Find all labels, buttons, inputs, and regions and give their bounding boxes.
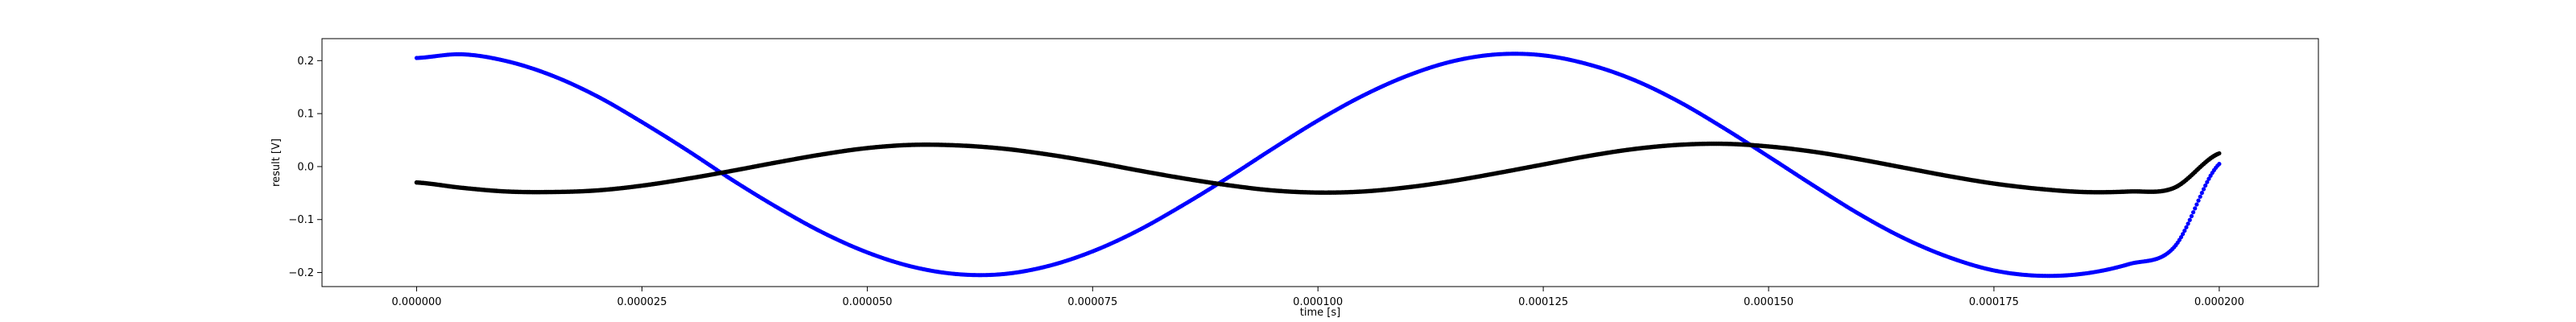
x-tick-label: 0.000125 bbox=[1518, 296, 1568, 308]
data-point bbox=[2203, 183, 2208, 188]
data-point bbox=[2178, 234, 2184, 240]
y-tick-label: −0.1 bbox=[288, 214, 314, 226]
data-point bbox=[2205, 180, 2210, 184]
data-point bbox=[2198, 194, 2202, 199]
y-tick-label: 0.2 bbox=[297, 56, 314, 68]
x-tick-label: 0.000175 bbox=[1969, 296, 2019, 308]
data-point bbox=[2181, 232, 2186, 237]
series-1 bbox=[414, 52, 2222, 279]
x-tick-label: 0.000000 bbox=[392, 296, 442, 308]
data-point bbox=[2201, 187, 2207, 192]
x-tick-label: 0.000100 bbox=[1293, 296, 1343, 308]
x-tick-label: 0.000150 bbox=[1744, 296, 1794, 308]
data-point bbox=[2189, 213, 2194, 219]
data-point bbox=[2193, 206, 2198, 211]
data-point bbox=[2186, 221, 2190, 226]
data-point bbox=[2184, 225, 2189, 229]
data-point bbox=[2187, 217, 2192, 222]
data-point bbox=[2217, 162, 2222, 167]
x-tick-label: 0.000075 bbox=[1067, 296, 1117, 308]
y-axis-label: result [V] bbox=[270, 138, 283, 187]
y-axis: −0.2 −0.1 0.0 0.1 0.2 bbox=[288, 56, 322, 279]
data-point bbox=[2217, 151, 2222, 156]
data-point bbox=[2190, 210, 2196, 215]
series-2 bbox=[414, 141, 2222, 196]
data-point bbox=[2207, 176, 2211, 181]
data-point bbox=[2196, 198, 2201, 203]
y-tick-label: 0.1 bbox=[297, 109, 314, 121]
data-point bbox=[2199, 191, 2204, 196]
y-tick-label: −0.2 bbox=[288, 267, 314, 279]
y-tick-label: 0.0 bbox=[297, 161, 314, 173]
data-point bbox=[2194, 202, 2199, 207]
x-axis: 0.000000 0.000025 0.000050 0.000075 0.000100… bbox=[392, 287, 2244, 308]
x-tick-label: 0.000200 bbox=[2194, 296, 2244, 308]
x-axis-label: time [s] bbox=[1300, 307, 1340, 319]
x-tick-label: 0.000025 bbox=[617, 296, 667, 308]
x-tick-label: 0.000050 bbox=[842, 296, 892, 308]
plot-frame bbox=[321, 38, 2319, 287]
data-point bbox=[2182, 229, 2187, 233]
